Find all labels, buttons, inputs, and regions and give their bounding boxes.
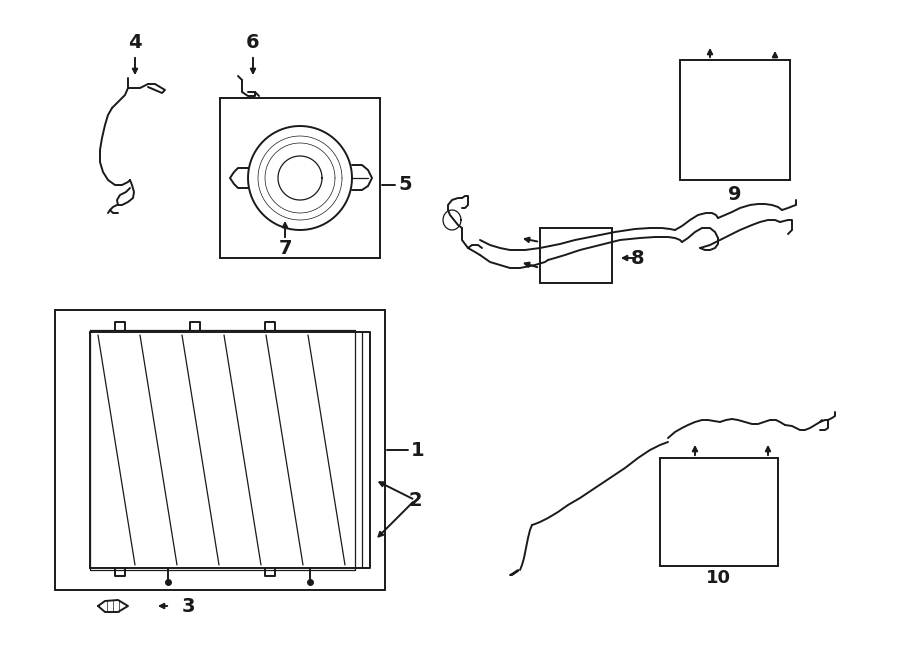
Bar [660, 458, 778, 566]
Text: 5: 5 [398, 176, 412, 194]
Text: 8: 8 [631, 249, 644, 268]
Text: 6: 6 [247, 32, 260, 52]
Text: 2: 2 [409, 490, 422, 510]
Text: 1: 1 [411, 440, 425, 459]
Text: 3: 3 [181, 596, 194, 615]
Bar [220, 98, 380, 258]
Text: 4: 4 [128, 32, 142, 52]
Bar [680, 60, 790, 180]
Text: 7: 7 [278, 239, 292, 258]
Bar [55, 310, 385, 590]
Bar [540, 228, 612, 283]
Text: 10: 10 [706, 569, 731, 587]
Text: 9: 9 [728, 186, 742, 204]
